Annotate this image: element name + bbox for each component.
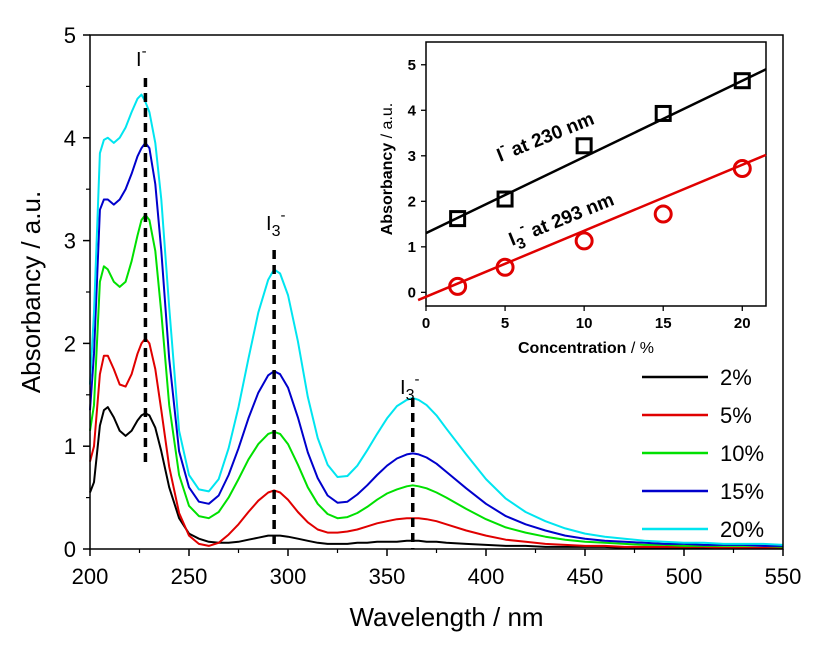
inset-x-axis-title: Concentration / %	[518, 340, 654, 357]
inset-y-tick-label: 2	[408, 193, 416, 210]
inset-point-square	[654, 104, 672, 122]
x-tick-label: 400	[468, 564, 505, 589]
y-tick-label: 5	[64, 23, 76, 48]
inset-y-tick-label: 3	[408, 148, 416, 165]
spectrum-line-10pct	[89, 213, 784, 548]
inset-x-tick-label: 0	[422, 315, 430, 332]
x-tick-label: 350	[369, 564, 406, 589]
inset-frame	[425, 41, 767, 307]
legend-label: 10%	[720, 441, 764, 466]
spectrum-line-15pct	[89, 141, 783, 547]
spectrum-line-20pct	[89, 93, 784, 546]
inset-point-square	[496, 190, 514, 208]
inset-point-square	[733, 72, 751, 90]
fit-label-i-sup: -	[497, 138, 508, 155]
legend-label: 20%	[720, 517, 764, 542]
inset-point-circle	[495, 257, 515, 277]
x-tick-label: 550	[765, 564, 802, 589]
y-tick-label: 2	[64, 331, 76, 356]
inset-y-tick-label: 0	[408, 284, 416, 301]
inset-y-axis-unit: / a.u.	[379, 103, 396, 143]
peak-label-sup: -	[414, 371, 419, 388]
peak-label-base: I	[400, 377, 406, 399]
peak-label-sub: 3	[406, 387, 415, 404]
spectrum-line-5pct	[89, 337, 783, 549]
inset-point-circle	[653, 204, 673, 224]
x-axis-title: Wavelength / nm	[349, 602, 543, 632]
inset-x-tick-label: 10	[576, 315, 593, 332]
inset-x-tick-label: 20	[734, 315, 751, 332]
x-tick-label: 200	[72, 564, 109, 589]
inset-y-axis-name: Absorbancy	[379, 143, 396, 236]
x-tick-label: 250	[171, 564, 208, 589]
peak-label-sup: -	[280, 207, 285, 224]
inset-point-square	[575, 137, 593, 155]
y-tick-label: 4	[64, 126, 76, 151]
inset-point-circle	[574, 231, 594, 251]
peak-label-base: I	[266, 213, 272, 235]
peak-label-sub: 3	[272, 223, 281, 240]
x-tick-label: 500	[666, 564, 703, 589]
inset-point-circle	[448, 276, 468, 296]
y-axis-title: Absorbancy / a.u.	[16, 191, 46, 393]
legend: 2% 5% 10% 15% 20%	[642, 365, 764, 542]
fit-label-i3-sup: -	[516, 219, 527, 236]
y-tick-label: 1	[64, 434, 76, 459]
peak-label: I3-	[266, 207, 285, 240]
inset-x-tick-label: 5	[501, 315, 509, 332]
inset-point-circle	[732, 159, 752, 179]
inset-fit-line	[425, 68, 767, 235]
legend-label: 5%	[720, 403, 752, 428]
x-tick-label: 300	[270, 564, 307, 589]
inset-point-square	[449, 210, 467, 228]
inset-fit-line	[417, 153, 767, 302]
main-chart: I-I3-I3-200 250 300 350 400 450 500 550012345Wa…	[16, 23, 801, 632]
spectrum-line-2pct	[89, 406, 783, 549]
inset-x-axis-name: Concentration	[518, 340, 626, 357]
legend-label: 15%	[720, 479, 764, 504]
y-tick-label: 0	[64, 537, 76, 562]
inset-x-tick-label: 15	[655, 315, 672, 332]
legend-label: 2%	[720, 365, 752, 390]
peak-label-base: I	[136, 49, 142, 71]
inset-x-axis-unit: / %	[626, 340, 654, 357]
peak-label-sup: -	[142, 43, 147, 60]
inset-y-tick-label: 4	[408, 102, 417, 119]
peak-label: I-	[136, 43, 147, 71]
inset-y-tick-label: 5	[408, 57, 416, 74]
peak-label: I3-	[400, 371, 419, 404]
y-tick-label: 3	[64, 229, 76, 254]
inset-y-tick-label: 1	[408, 239, 416, 256]
inset-y-axis-title: Absorbancy / a.u.	[379, 103, 396, 236]
x-tick-label: 450	[567, 564, 604, 589]
